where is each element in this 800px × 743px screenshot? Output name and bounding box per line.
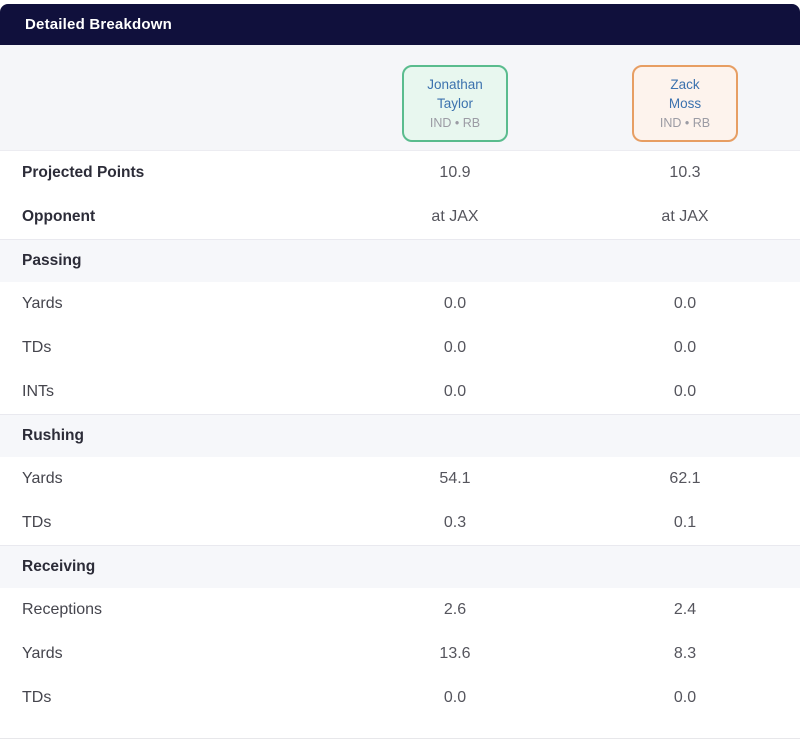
stat-value: 0.1 bbox=[673, 514, 697, 531]
section-row: Passing bbox=[0, 239, 800, 282]
stat-value: 10.3 bbox=[669, 164, 701, 181]
stat-row: TDs 0.3 0.1 bbox=[0, 501, 800, 545]
stat-row: Yards 0.0 0.0 bbox=[0, 282, 800, 326]
stat-label: INTs bbox=[22, 383, 54, 400]
stat-value: 13.6 bbox=[439, 645, 471, 662]
player-card-jonathan-taylor[interactable]: Jonathan Taylor IND • RB bbox=[402, 65, 508, 142]
section-label: Passing bbox=[22, 252, 82, 269]
stat-row: Receptions 2.6 2.4 bbox=[0, 588, 800, 632]
stat-value: 0.0 bbox=[443, 689, 467, 706]
footer-space bbox=[0, 720, 800, 738]
stat-label: TDs bbox=[22, 514, 52, 531]
top-gap bbox=[0, 0, 800, 4]
stat-row: INTs 0.0 0.0 bbox=[0, 370, 800, 414]
stat-value: 2.6 bbox=[443, 601, 467, 618]
stat-label: Yards bbox=[22, 470, 63, 487]
stat-label: TDs bbox=[22, 339, 52, 356]
player-team-position: IND • RB bbox=[429, 116, 481, 130]
stat-value: 0.0 bbox=[673, 339, 697, 356]
stat-value: 0.0 bbox=[443, 295, 467, 312]
stat-value: 0.0 bbox=[443, 383, 467, 400]
stat-value: 0.0 bbox=[673, 383, 697, 400]
player-last-name: Taylor bbox=[436, 96, 473, 111]
player-first-name: Zack bbox=[670, 77, 700, 92]
player-name: Zack Moss bbox=[638, 75, 732, 113]
stats-table: Projected Points 10.9 10.3 Opponent at JAX at… bbox=[0, 151, 800, 720]
stat-value: 0.0 bbox=[443, 339, 467, 356]
stat-value: 54.1 bbox=[439, 470, 471, 487]
section-label: Receiving bbox=[22, 558, 96, 575]
stat-row: Opponent at JAX at JAX bbox=[0, 195, 800, 239]
stat-value: at JAX bbox=[431, 208, 479, 225]
section-label: Rushing bbox=[22, 427, 84, 444]
stat-value: 0.3 bbox=[443, 514, 467, 531]
section-row: Rushing bbox=[0, 414, 800, 457]
stat-row: TDs 0.0 0.0 bbox=[0, 326, 800, 370]
stat-value: 62.1 bbox=[669, 470, 701, 487]
player-card-zack-moss[interactable]: Zack Moss IND • RB bbox=[632, 65, 738, 142]
stat-row: Yards 13.6 8.3 bbox=[0, 632, 800, 676]
stat-value: at JAX bbox=[661, 208, 709, 225]
stat-label: Receptions bbox=[22, 601, 103, 618]
stat-label: Yards bbox=[22, 295, 63, 312]
stat-row: TDs 0.0 0.0 bbox=[0, 676, 800, 720]
panel-header: Detailed Breakdown bbox=[0, 4, 800, 45]
section-row: Receiving bbox=[0, 545, 800, 588]
stat-value: 10.9 bbox=[439, 164, 471, 181]
compare-header: Jonathan Taylor IND • RB Zack Moss IND •… bbox=[0, 45, 800, 151]
stat-value: 2.4 bbox=[673, 601, 697, 618]
panel-title: Detailed Breakdown bbox=[25, 16, 172, 33]
footer-divider bbox=[0, 738, 800, 739]
stat-value: 0.0 bbox=[673, 295, 697, 312]
stat-label: Projected Points bbox=[22, 164, 145, 181]
stat-label: Opponent bbox=[22, 208, 96, 225]
stat-row: Projected Points 10.9 10.3 bbox=[0, 151, 800, 195]
stat-row: Yards 54.1 62.1 bbox=[0, 457, 800, 501]
stat-label: Yards bbox=[22, 645, 63, 662]
player-name: Jonathan Taylor bbox=[408, 75, 502, 113]
stat-value: 0.0 bbox=[673, 689, 697, 706]
stat-value: 8.3 bbox=[673, 645, 697, 662]
player-team-position: IND • RB bbox=[659, 116, 711, 130]
player-last-name: Moss bbox=[668, 96, 702, 111]
stat-label: TDs bbox=[22, 689, 52, 706]
player-first-name: Jonathan bbox=[427, 77, 483, 92]
